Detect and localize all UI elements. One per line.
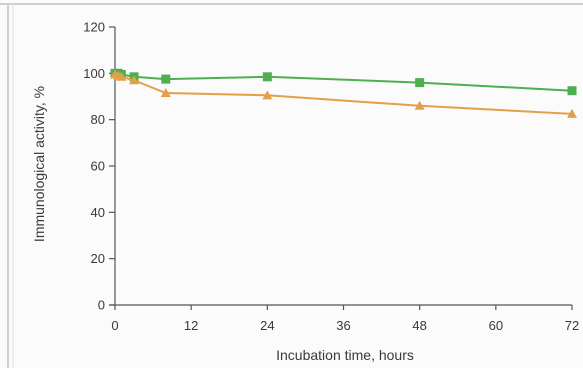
y-tick-label: 80: [91, 112, 105, 127]
y-tick-label: 20: [91, 251, 105, 266]
x-tick-label: 24: [260, 318, 274, 333]
x-tick-label: 48: [412, 318, 426, 333]
data-point-square: [262, 72, 272, 82]
x-axis-title: Incubation time, hours: [276, 347, 414, 363]
y-ticks: 0 20 40 60 80 100 120: [83, 20, 115, 313]
data-point-triangle: [567, 108, 577, 118]
x-tick-label: 36: [336, 318, 350, 333]
data-point-triangle: [414, 100, 425, 110]
series-line-1: [115, 72, 573, 92]
x-ticks: 0 12 24 36 48 60 72: [111, 305, 579, 333]
x-tick-label: 0: [111, 318, 118, 333]
data-point-triangle: [262, 90, 273, 100]
y-tick-label: 40: [91, 205, 105, 220]
data-point-square: [567, 86, 577, 96]
y-tick-label: 60: [91, 159, 105, 174]
y-tick-label: 120: [83, 20, 105, 35]
data-point-triangle: [116, 71, 127, 81]
axes: [109, 27, 572, 306]
y-tick-label: 0: [98, 298, 105, 313]
data-point-triangle: [160, 88, 171, 98]
x-tick-label: 60: [489, 318, 503, 333]
y-tick-label: 100: [83, 66, 105, 81]
data-point-triangle: [129, 75, 140, 85]
data-point-square: [161, 74, 171, 84]
series: [110, 68, 577, 118]
data-point-square: [415, 78, 425, 88]
x-tick-label: 72: [565, 318, 579, 333]
x-tick-label: 12: [184, 318, 198, 333]
y-axis-title: Immunological activity, %: [31, 86, 47, 242]
